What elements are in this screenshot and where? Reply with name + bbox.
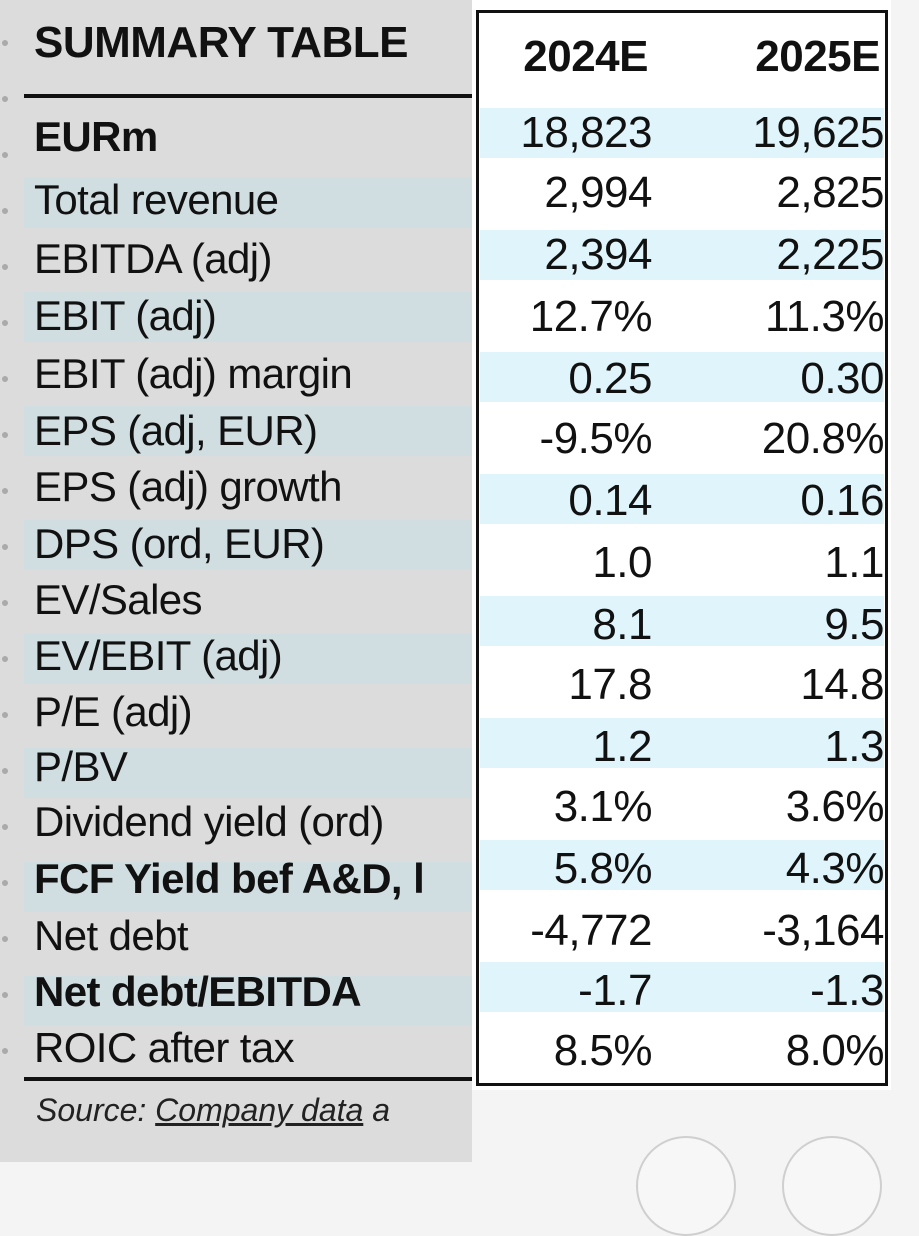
value-2025: 1.3 bbox=[824, 722, 884, 771]
margin-dot bbox=[2, 208, 8, 214]
value-2025: 20.8% bbox=[761, 414, 885, 463]
value-2024: 18,823 bbox=[520, 108, 652, 157]
source-prefix: Source: bbox=[36, 1092, 156, 1128]
row-label: EV/EBIT (adj) bbox=[34, 632, 283, 679]
value-2024: 0.25 bbox=[568, 354, 652, 403]
row-label: DPS (ord, EUR) bbox=[34, 520, 325, 567]
margin-dot bbox=[2, 824, 8, 830]
margin-dot bbox=[2, 712, 8, 718]
footer-divider bbox=[24, 1077, 472, 1081]
value-2024: 5.8% bbox=[553, 844, 653, 893]
value-2024: 1.0 bbox=[592, 538, 652, 587]
value-2025: 8.0% bbox=[785, 1026, 885, 1075]
margin-dot bbox=[2, 992, 8, 998]
value-2025: 3.6% bbox=[785, 782, 885, 831]
column-header-2025: 2025E bbox=[755, 32, 880, 81]
row-label: P/E (adj) bbox=[34, 688, 193, 735]
value-band bbox=[480, 840, 884, 890]
value-2024: 8.5% bbox=[553, 1026, 653, 1075]
margin-dot bbox=[2, 544, 8, 550]
labels-panel bbox=[0, 0, 472, 1162]
label-stripe bbox=[24, 292, 472, 342]
value-band bbox=[480, 352, 884, 402]
margin-dot bbox=[2, 600, 8, 606]
margin-dot bbox=[2, 40, 8, 46]
table-title: SUMMARY TABLE bbox=[34, 18, 409, 67]
margin-dot bbox=[2, 376, 8, 382]
row-label: ROIC after tax bbox=[34, 1024, 295, 1071]
value-2025: 19,625 bbox=[752, 108, 884, 157]
value-2025: 2,825 bbox=[776, 168, 884, 217]
unit-label: EURm bbox=[34, 113, 158, 160]
value-2024: -1.7 bbox=[578, 966, 652, 1015]
nav-button-left[interactable] bbox=[636, 1136, 736, 1236]
values-frame bbox=[476, 10, 888, 1086]
label-stripe bbox=[24, 862, 472, 912]
value-2025: -3,164 bbox=[762, 906, 884, 955]
margin-dot bbox=[2, 880, 8, 886]
value-2025: 11.3% bbox=[765, 292, 885, 341]
values-panel bbox=[472, 0, 891, 1090]
row-label: P/BV bbox=[34, 743, 128, 790]
label-stripe bbox=[24, 976, 472, 1026]
margin-dot bbox=[2, 656, 8, 662]
value-2024: 2,394 bbox=[544, 230, 652, 279]
margin-dot bbox=[2, 1048, 8, 1054]
value-2024: 8.1 bbox=[592, 600, 652, 649]
value-band bbox=[480, 596, 884, 646]
label-stripe bbox=[24, 406, 472, 456]
margin-dot bbox=[2, 768, 8, 774]
label-stripe bbox=[24, 520, 472, 570]
row-label: Net debt/EBITDA bbox=[34, 968, 362, 1015]
source-note: Source: Company data a bbox=[36, 1092, 470, 1129]
value-2025: 2,225 bbox=[776, 230, 884, 279]
value-2024: 3.1% bbox=[553, 782, 653, 831]
value-2024: -9.5% bbox=[539, 414, 653, 463]
margin-dot bbox=[2, 488, 8, 494]
value-2025: 14.8 bbox=[800, 660, 884, 709]
value-band bbox=[480, 474, 884, 524]
value-2024: -4,772 bbox=[530, 906, 652, 955]
label-stripe bbox=[24, 178, 472, 228]
margin-dot bbox=[2, 152, 8, 158]
row-label: EV/Sales bbox=[34, 576, 203, 623]
value-2025: -1.3 bbox=[810, 966, 884, 1015]
value-band bbox=[480, 230, 884, 280]
value-2024: 2,994 bbox=[544, 168, 652, 217]
margin-dot bbox=[2, 264, 8, 270]
value-2024: 12.7% bbox=[529, 292, 653, 341]
value-2024: 17.8 bbox=[568, 660, 652, 709]
source-suffix: a bbox=[363, 1092, 390, 1128]
value-2024: 1.2 bbox=[592, 722, 652, 771]
value-2025: 1.1 bbox=[824, 538, 884, 587]
margin-dot bbox=[2, 936, 8, 942]
value-band bbox=[480, 718, 884, 768]
nav-button-right[interactable] bbox=[782, 1136, 882, 1236]
value-2025: 4.3% bbox=[785, 844, 885, 893]
label-stripe bbox=[24, 634, 472, 684]
header-divider bbox=[24, 94, 472, 98]
value-2025: 0.16 bbox=[800, 476, 884, 525]
value-2025: 9.5 bbox=[824, 600, 884, 649]
row-label: EPS (adj) growth bbox=[34, 463, 342, 510]
row-label: EPS (adj, EUR) bbox=[34, 407, 318, 454]
value-2024: 0.14 bbox=[568, 476, 652, 525]
column-header-2024: 2024E bbox=[523, 32, 648, 81]
margin-dot bbox=[2, 96, 8, 102]
margin-dot bbox=[2, 432, 8, 438]
value-2025: 0.30 bbox=[800, 354, 884, 403]
row-label: FCF Yield bef A&D, l bbox=[34, 855, 425, 902]
row-label: EBITDA (adj) bbox=[34, 235, 272, 282]
row-label: Dividend yield (ord) bbox=[34, 798, 384, 845]
label-stripe bbox=[24, 748, 472, 798]
row-label: Total revenue bbox=[34, 176, 279, 223]
row-label: Net debt bbox=[34, 912, 189, 959]
source-link[interactable]: Company data bbox=[155, 1092, 364, 1128]
value-band bbox=[480, 962, 884, 1012]
row-label: EBIT (adj) margin bbox=[34, 350, 353, 397]
value-band bbox=[480, 108, 884, 158]
margin-dot bbox=[2, 320, 8, 326]
row-label: EBIT (adj) bbox=[34, 292, 217, 339]
